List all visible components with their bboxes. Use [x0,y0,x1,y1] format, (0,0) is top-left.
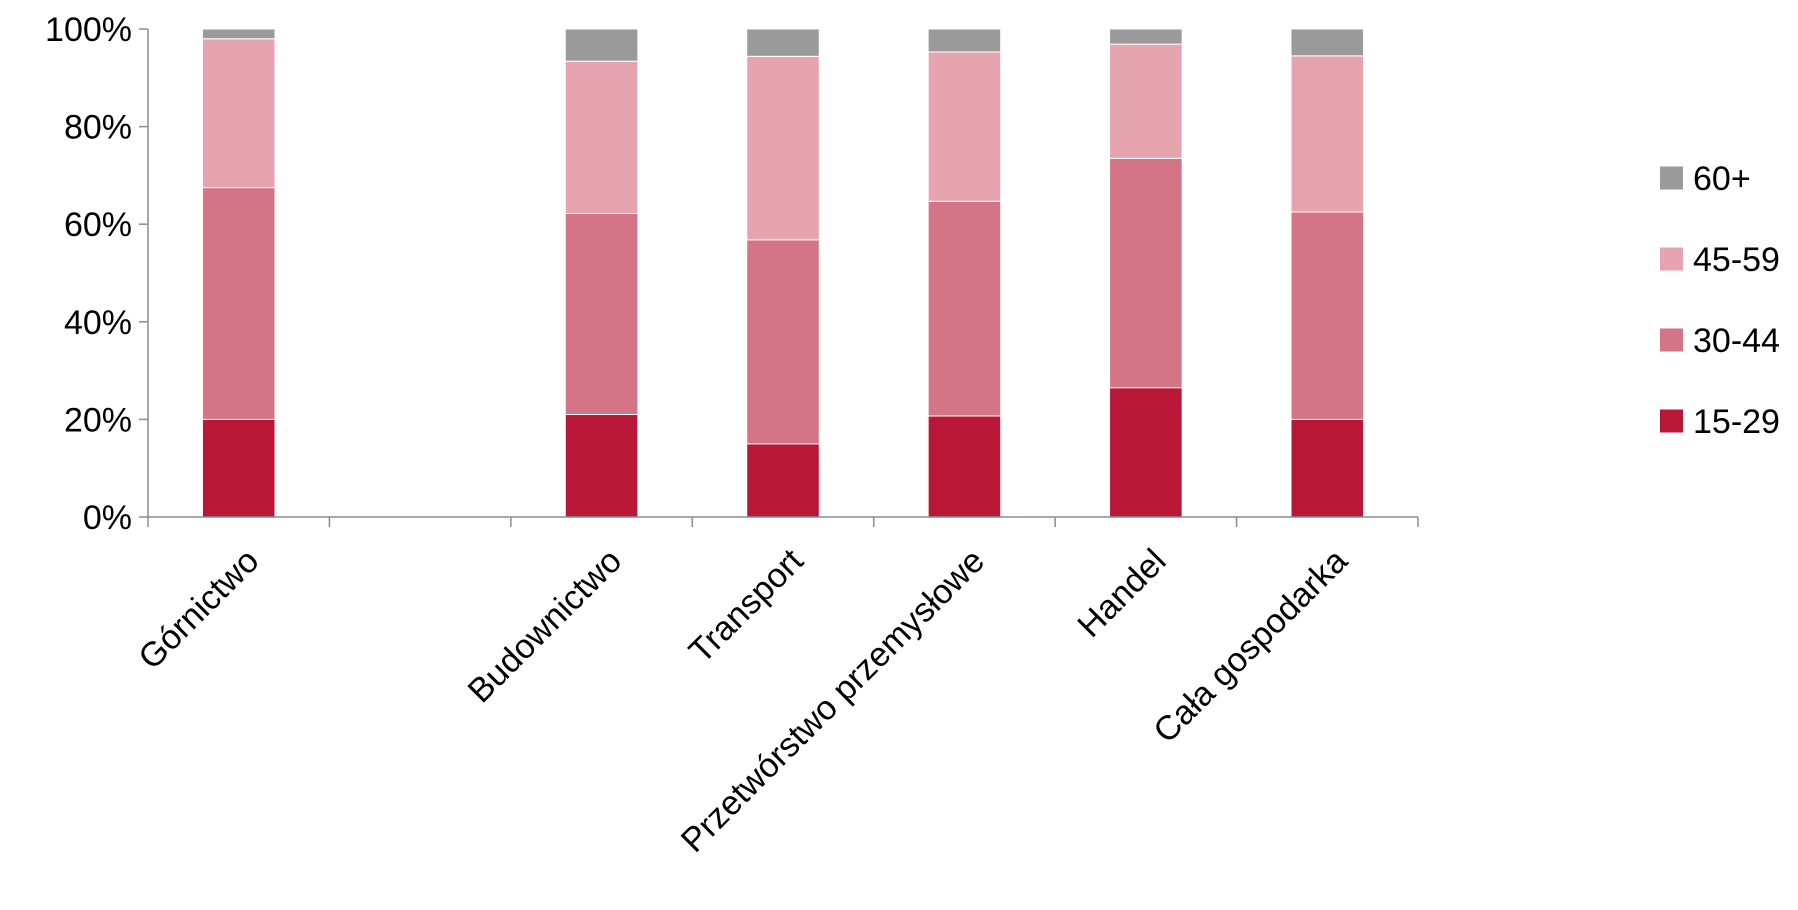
legend-swatch [1660,247,1683,271]
bar-segment [564,212,639,416]
bar-segment [564,60,639,214]
legend-label: 30-44 [1693,322,1780,360]
bar-segment [927,415,1002,518]
y-tick-label: 20% [64,401,132,439]
bar-segment [201,418,276,518]
bar-segment [746,55,820,241]
y-tick-label: 40% [64,304,132,342]
bar-segment [1109,387,1183,518]
bar-segment [1109,157,1183,389]
legend-label: 45-59 [1693,241,1780,279]
bar-segment [927,200,1002,417]
bar-segment [927,28,1002,53]
bar-segment [564,414,639,518]
bar-segment [746,239,820,445]
bar-segment [1290,28,1365,57]
y-tick-label: 100% [45,11,132,49]
x-axis: Górnictwo Budownictwo TransportPrzetwórstw… [131,516,1419,860]
legend-swatch [1660,409,1683,433]
x-category-label: Przetwórstwo przemysłowe [674,542,992,860]
legend-label: 15-29 [1693,403,1780,441]
x-category-label: Transport [682,541,811,670]
x-category-label: Budownictwo [461,542,630,711]
x-category-label: Cała gospodarka [1146,542,1355,751]
bar-segment [201,38,276,189]
bar-segment [1109,43,1183,159]
bar-segment [1290,211,1365,420]
y-tick-label: 80% [64,109,132,147]
legend-swatch [1660,328,1683,352]
bar-segment [1290,55,1365,213]
x-category-label: Górnictwo [131,542,266,677]
bar-segment [927,51,1002,202]
bar-segment [1290,418,1365,518]
y-tick-label: 60% [64,206,132,244]
legend-swatch [1660,166,1683,190]
x-category-label: Handel [1070,542,1173,645]
bar-segment [1109,28,1183,45]
bar-segment [746,28,820,57]
y-axis: 0% 20% 40% 60% 80% 100% [45,11,149,537]
bars [201,28,1365,518]
y-tick-label: 0% [83,499,132,537]
legend-label: 60+ [1693,160,1751,198]
bar-segment [201,187,276,420]
bar-segment [564,28,639,62]
bar-segment [746,443,820,518]
bar-segment [201,28,276,40]
legend: 60+ 45-59 30-44 15-29 [1660,160,1780,441]
